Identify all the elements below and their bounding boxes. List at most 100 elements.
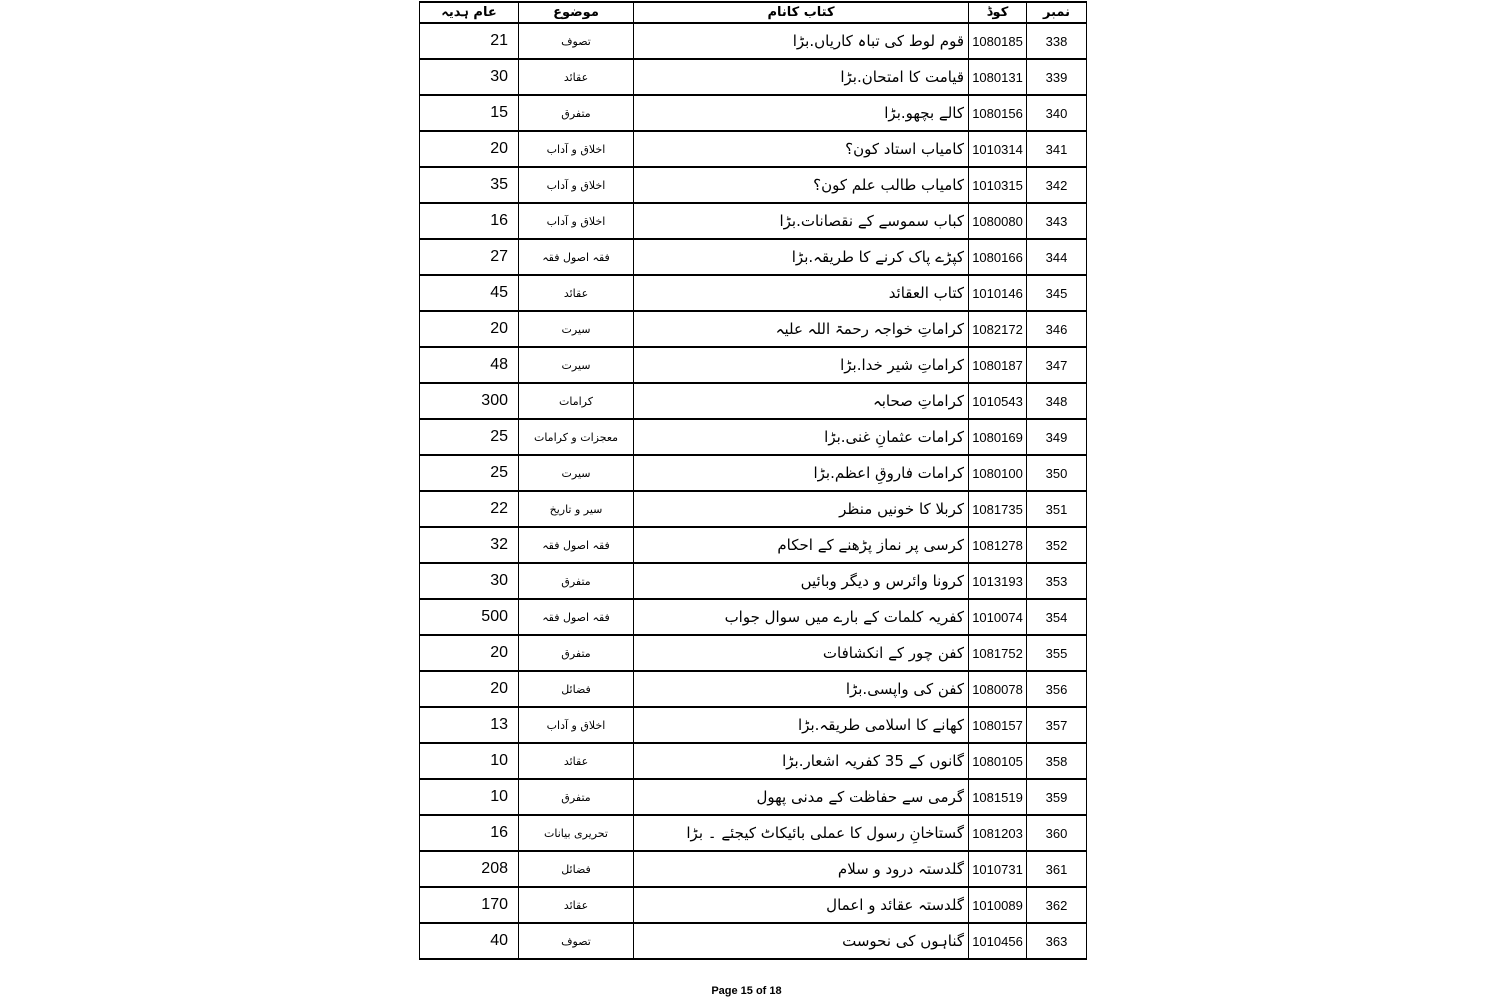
cell-price: 30 [419, 58, 519, 96]
cell-subject: تحریری بیانات [518, 814, 634, 852]
table-row: 358 1080105 گانوں کے 35 کفریہ اشعار.بڑا … [419, 742, 1087, 780]
cell-code: 1080169 [968, 418, 1027, 456]
cell-price: 300 [419, 382, 519, 420]
cell-subject: سیرت [518, 310, 634, 348]
table-row: 354 1010074 کفریہ کلمات کے بارے میں سوال… [419, 598, 1087, 636]
table-row: 359 1081519 گرمی سے حفاظت کے مدنی پھول م… [419, 778, 1087, 816]
cell-book-name: گستاخانِ رسول کا عملی بائیکاٹ کیجئے ۔ بڑ… [633, 814, 969, 852]
cell-price: 30 [419, 562, 519, 600]
cell-number: 351 [1026, 490, 1087, 528]
cell-code: 1010074 [968, 598, 1027, 636]
cell-price: 35 [419, 166, 519, 204]
table-row: 339 1080131 قیامت کا امتحان.بڑا عقائد 30 [419, 58, 1087, 96]
cell-number: 342 [1026, 166, 1087, 204]
table-row: 338 1080185 قوم لوط کی تباہ کاریاں.بڑا ت… [419, 22, 1087, 60]
header-number: نمبر [1026, 1, 1087, 24]
cell-price: 27 [419, 238, 519, 276]
cell-price: 32 [419, 526, 519, 564]
table-row: 350 1080100 کرامات فاروقِ اعظم.بڑا سیرت … [419, 454, 1087, 492]
cell-number: 345 [1026, 274, 1087, 312]
cell-book-name: کتاب العقائد [633, 274, 969, 312]
cell-code: 1080157 [968, 706, 1027, 744]
cell-number: 358 [1026, 742, 1087, 780]
cell-price: 40 [419, 922, 519, 960]
cell-number: 363 [1026, 922, 1087, 960]
cell-price: 20 [419, 130, 519, 168]
cell-number: 353 [1026, 562, 1087, 600]
cell-book-name: کراماتِ شیر خدا.بڑا [633, 346, 969, 384]
cell-price: 20 [419, 634, 519, 672]
cell-number: 355 [1026, 634, 1087, 672]
cell-subject: متفرق [518, 94, 634, 132]
cell-subject: کرامات [518, 382, 634, 420]
cell-subject: فضائل [518, 670, 634, 708]
cell-code: 1081752 [968, 634, 1027, 672]
cell-price: 208 [419, 850, 519, 888]
cell-subject: متفرق [518, 562, 634, 600]
cell-book-name: کراماتِ صحابہ [633, 382, 969, 420]
cell-number: 356 [1026, 670, 1087, 708]
cell-code: 1081278 [968, 526, 1027, 564]
cell-book-name: گانوں کے 35 کفریہ اشعار.بڑا [633, 742, 969, 780]
cell-code: 1010543 [968, 382, 1027, 420]
cell-book-name: کباب سموسے کے نقصانات.بڑا [633, 202, 969, 240]
table-row: 351 1081735 کربلا کا خونیں منظر سیر و تا… [419, 490, 1087, 528]
table-row: 357 1080157 کھانے کا اسلامی طریقہ.بڑا اخ… [419, 706, 1087, 744]
cell-price: 25 [419, 454, 519, 492]
table-row: 362 1010089 گلدستہ عقائد و اعمال عقائد 1… [419, 886, 1087, 924]
table-row: 343 1080080 کباب سموسے کے نقصانات.بڑا اخ… [419, 202, 1087, 240]
cell-number: 361 [1026, 850, 1087, 888]
cell-code: 1010456 [968, 922, 1027, 960]
cell-number: 339 [1026, 58, 1087, 96]
cell-number: 346 [1026, 310, 1087, 348]
cell-book-name: گلدستہ درود و سلام [633, 850, 969, 888]
cell-number: 341 [1026, 130, 1087, 168]
cell-number: 347 [1026, 346, 1087, 384]
cell-subject: اخلاق و آداب [518, 166, 634, 204]
cell-book-name: کفن چور کے انکشافات [633, 634, 969, 672]
cell-subject: عقائد [518, 886, 634, 924]
header-subject: موضوع [518, 1, 634, 24]
table-row: 340 1080156 کالے بچھو.بڑا متفرق 15 [419, 94, 1087, 132]
table-row: 352 1081278 کرسی پر نماز پڑھنے کے احکام … [419, 526, 1087, 564]
cell-subject: فقہ اصول فقہ [518, 598, 634, 636]
cell-code: 1080185 [968, 22, 1027, 60]
cell-code: 1080078 [968, 670, 1027, 708]
cell-number: 360 [1026, 814, 1087, 852]
header-code: کوڈ [968, 1, 1027, 24]
cell-price: 20 [419, 670, 519, 708]
cell-book-name: قوم لوط کی تباہ کاریاں.بڑا [633, 22, 969, 60]
cell-book-name: کفریہ کلمات کے بارے میں سوال جواب [633, 598, 969, 636]
cell-book-name: کھانے کا اسلامی طریقہ.بڑا [633, 706, 969, 744]
header-book-name: کتاب کانام [633, 1, 969, 24]
cell-code: 1080100 [968, 454, 1027, 492]
cell-book-name: قیامت کا امتحان.بڑا [633, 58, 969, 96]
cell-price: 170 [419, 886, 519, 924]
cell-subject: عقائد [518, 742, 634, 780]
books-table: نمبر کوڈ کتاب کانام موضوع عام ہدیہ 338 1… [419, 1, 1087, 960]
cell-book-name: کرامات فاروقِ اعظم.بڑا [633, 454, 969, 492]
cell-subject: اخلاق و آداب [518, 706, 634, 744]
header-price: عام ہدیہ [419, 1, 519, 24]
cell-subject: متفرق [518, 778, 634, 816]
cell-price: 500 [419, 598, 519, 636]
cell-price: 25 [419, 418, 519, 456]
cell-subject: سیر و تاریخ [518, 490, 634, 528]
cell-book-name: کرامات عثمانِ غنی.بڑا [633, 418, 969, 456]
cell-subject: سیرت [518, 454, 634, 492]
table-row: 355 1081752 کفن چور کے انکشافات متفرق 20 [419, 634, 1087, 672]
cell-book-name: کراماتِ خواجہ رحمۃ اللہ علیہ [633, 310, 969, 348]
cell-subject: معجزات و کرامات [518, 418, 634, 456]
cell-book-name: کامیاب استاد کون؟ [633, 130, 969, 168]
cell-number: 359 [1026, 778, 1087, 816]
cell-price: 13 [419, 706, 519, 744]
cell-price: 16 [419, 202, 519, 240]
table-row: 344 1080166 کپڑے پاک کرنے کا طریقہ.بڑا ف… [419, 238, 1087, 276]
table-row: 363 1010456 گناہوں کی نحوست تصوف 40 [419, 922, 1087, 960]
table-row: 361 1010731 گلدستہ درود و سلام فضائل 208 [419, 850, 1087, 888]
cell-price: 16 [419, 814, 519, 852]
cell-number: 340 [1026, 94, 1087, 132]
cell-code: 1010731 [968, 850, 1027, 888]
cell-code: 1080166 [968, 238, 1027, 276]
cell-price: 20 [419, 310, 519, 348]
